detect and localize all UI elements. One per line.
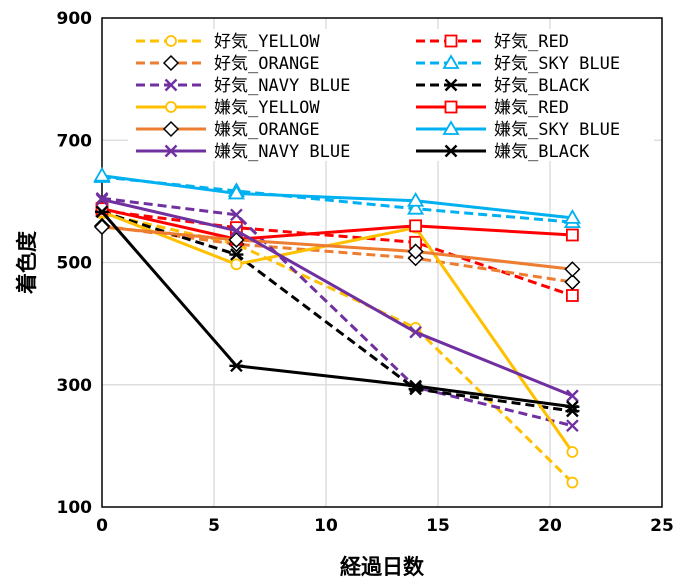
legend-label: 好気_YELLOW	[214, 32, 320, 52]
series-line-anaerobic-orange	[101, 225, 573, 271]
data-point-aerobic-navy-blue	[566, 419, 579, 433]
series-line-anaerobic-sky-blue	[101, 174, 573, 220]
data-point-anaerobic-yellow	[566, 446, 579, 458]
legend-label: 好気_RED	[494, 32, 569, 52]
y-axis-ticks: 100 300 500 700 900	[57, 9, 93, 518]
legend-entry-anaerobic-black: 嫌気_BLACK	[416, 142, 590, 162]
legend-entry-aerobic-sky-blue: 好気_SKY BLUE	[416, 54, 620, 74]
legend-entry-anaerobic-red: 嫌気_RED	[416, 98, 569, 118]
legend-entry-anaerobic-navy-blue: 嫌気_NAVY BLUE	[136, 142, 350, 162]
legend-entry-anaerobic-yellow: 嫌気_YELLOW	[136, 98, 320, 118]
data-point-anaerobic-orange	[228, 231, 245, 248]
legend-label: 好気_BLACK	[494, 76, 590, 96]
x-axis-ticks: 0 5 10 15 20 25	[96, 516, 674, 536]
legend-label: 嫌気_RED	[494, 98, 569, 118]
series-anaerobic-sky-blue	[93, 166, 581, 224]
legend-entry-aerobic-red: 好気_RED	[416, 32, 569, 52]
series-line-anaerobic-navy-blue	[101, 198, 573, 398]
data-point-anaerobic-yellow	[230, 258, 243, 271]
legend-label: 嫌気_YELLOW	[214, 98, 320, 118]
data-point-anaerobic-black	[229, 359, 244, 373]
series-anaerobic-orange	[93, 218, 581, 278]
legend-label: 好気_NAVY BLUE	[214, 76, 350, 96]
series-line-aerobic-orange	[101, 224, 573, 284]
data-point-aerobic-yellow	[566, 476, 579, 489]
data-point-anaerobic-navy-blue	[230, 224, 243, 238]
data-point-aerobic-sky-blue	[407, 199, 425, 215]
x-tick-label: 25	[650, 516, 674, 536]
legend-entry-anaerobic-sky-blue: 嫌気_SKY BLUE	[416, 120, 620, 140]
legend-label: 嫌気_BLACK	[494, 142, 590, 162]
data-point-anaerobic-orange	[407, 243, 424, 260]
y-tick-label: 500	[57, 254, 93, 274]
legend-entry-anaerobic-orange: 嫌気_ORANGE	[136, 120, 320, 140]
x-axis-title: 経過日数	[340, 555, 425, 579]
y-tick-label: 900	[57, 9, 93, 29]
legend-marker	[444, 34, 458, 48]
legend-label: 嫌気_ORANGE	[214, 120, 320, 140]
x-tick-label: 10	[314, 516, 338, 536]
data-point-anaerobic-red	[95, 202, 109, 216]
plot-area-frame	[101, 17, 663, 508]
data-point-anaerobic-black	[408, 379, 423, 393]
data-point-anaerobic-sky-blue	[93, 166, 111, 182]
series-line-aerobic-sky-blue	[101, 175, 573, 224]
legend-label: 好気_SKY BLUE	[494, 54, 620, 74]
series-line-anaerobic-black	[100, 210, 573, 409]
y-tick-label: 100	[57, 498, 93, 518]
data-point-anaerobic-red	[566, 228, 579, 242]
data-point-anaerobic-sky-blue	[563, 209, 581, 224]
y-tick-label: 300	[57, 376, 93, 396]
data-point-anaerobic-sky-blue	[227, 184, 245, 200]
legend-label: 好気_ORANGE	[214, 54, 320, 74]
data-point-anaerobic-red	[409, 219, 423, 233]
legend-marker	[442, 54, 460, 69]
legend: 好気_YELLOW 好気_RED 好気_ORANGE 好気_SKY BLUE 好気_NA…	[136, 32, 620, 162]
data-point-anaerobic-sky-blue	[407, 191, 425, 207]
legend-marker	[162, 120, 180, 138]
legend-marker	[162, 54, 180, 72]
series-layer	[93, 166, 581, 489]
data-point-aerobic-orange	[564, 273, 581, 291]
legend-marker	[165, 35, 177, 47]
data-point-anaerobic-navy-blue	[95, 193, 109, 206]
data-point-aerobic-black	[229, 248, 244, 261]
data-point-anaerobic-orange	[564, 261, 581, 278]
data-point-anaerobic-navy-blue	[409, 325, 422, 339]
legend-label: 嫌気_NAVY BLUE	[214, 142, 350, 162]
data-point-aerobic-navy-blue	[230, 208, 243, 222]
data-point-anaerobic-black	[565, 400, 580, 414]
x-tick-label: 15	[426, 516, 450, 536]
legend-entry-aerobic-orange: 好気_ORANGE	[136, 54, 320, 74]
data-point-aerobic-red	[566, 289, 579, 302]
y-tick-label: 700	[57, 131, 93, 151]
series-anaerobic-navy-blue	[95, 193, 579, 403]
legend-entry-aerobic-navy-blue: 好気_NAVY BLUE	[136, 76, 350, 96]
legend-marker	[164, 78, 178, 92]
legend-marker	[444, 100, 458, 114]
legend-marker	[164, 144, 178, 158]
x-tick-label: 0	[96, 516, 108, 536]
data-point-anaerobic-black	[95, 205, 109, 219]
y-axis-title: 着色度	[15, 231, 39, 295]
series-line-aerobic-navy-blue	[101, 196, 573, 428]
legend-marker	[444, 144, 458, 158]
legend-marker	[442, 120, 460, 135]
x-tick-label: 5	[208, 516, 220, 536]
legend-marker	[444, 78, 458, 92]
legend-entry-aerobic-yellow: 好気_YELLOW	[136, 32, 320, 52]
series-line-anaerobic-red	[101, 207, 573, 241]
legend-label: 嫌気_SKY BLUE	[494, 120, 620, 140]
legend-background	[128, 29, 654, 161]
x-tick-label: 20	[538, 516, 562, 536]
data-point-anaerobic-navy-blue	[566, 389, 579, 403]
series-anaerobic-black	[95, 205, 580, 414]
data-point-anaerobic-orange	[93, 218, 111, 236]
legend-entry-aerobic-black: 好気_BLACK	[416, 76, 590, 96]
legend-marker	[165, 101, 177, 113]
